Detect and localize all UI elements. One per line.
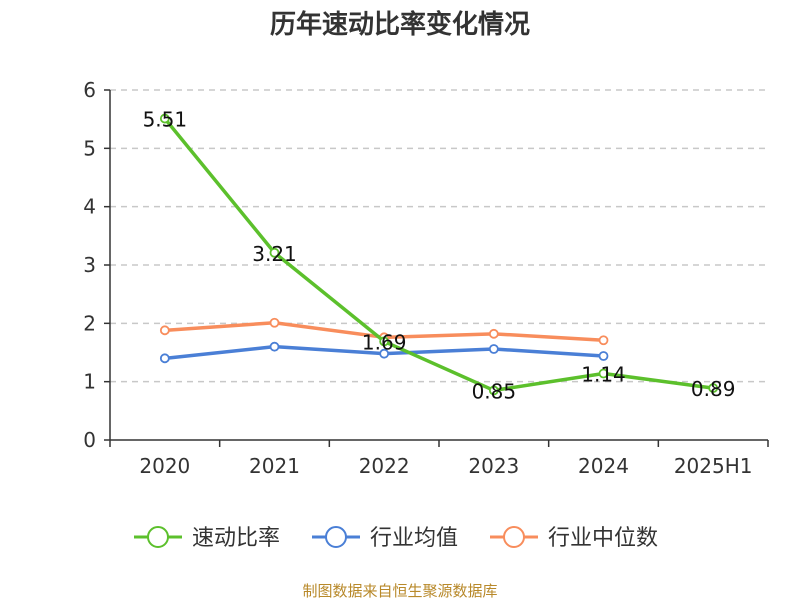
data-point[interactable] xyxy=(598,368,609,379)
data-point[interactable] xyxy=(159,113,170,124)
data-label: 5.51 xyxy=(143,108,188,132)
y-tick-label: 1 xyxy=(83,370,96,394)
data-label: 1.14 xyxy=(581,363,626,387)
data-point[interactable] xyxy=(488,344,499,354)
y-tick-label: 6 xyxy=(83,78,96,102)
x-tick-label: 2022 xyxy=(359,454,410,478)
data-point[interactable] xyxy=(488,385,499,396)
source-note: 制图数据来自恒生聚源数据库 xyxy=(302,582,497,600)
data-labels: 5.51 3.21 1.69 0.85 1.14 0.89 xyxy=(143,108,736,404)
data-point[interactable] xyxy=(269,341,280,352)
x-tick-label: 2024 xyxy=(578,454,629,478)
legend-item-1[interactable]: 行业均值 xyxy=(312,526,458,551)
y-tick-label: 0 xyxy=(83,428,96,452)
legend-label: 行业均值 xyxy=(370,526,458,551)
series-layer xyxy=(159,113,719,396)
chart-title: 历年速动比率变化情况 xyxy=(270,9,530,40)
data-label: 1.69 xyxy=(362,330,407,354)
data-point[interactable] xyxy=(708,383,719,393)
data-point[interactable] xyxy=(159,353,170,364)
data-point[interactable] xyxy=(598,351,609,361)
y-tick-label: 3 xyxy=(83,253,96,277)
grid xyxy=(110,89,768,383)
data-point[interactable] xyxy=(488,328,499,339)
series-line-0 xyxy=(163,116,715,393)
x-tick-label: 2025H1 xyxy=(674,454,753,478)
data-point[interactable] xyxy=(379,348,390,359)
data-point[interactable] xyxy=(598,335,609,346)
data-point[interactable] xyxy=(269,317,280,328)
y-tick-label: 5 xyxy=(83,136,96,160)
data-label: 3.21 xyxy=(252,242,297,266)
data-point[interactable] xyxy=(379,336,390,347)
legend-label: 速动比率 xyxy=(192,526,280,551)
y-tick-label: 2 xyxy=(83,311,96,335)
y-tick-label: 4 xyxy=(83,195,96,219)
x-tick-label: 2020 xyxy=(139,454,190,478)
legend-label: 行业中位数 xyxy=(548,526,658,551)
data-point[interactable] xyxy=(159,325,170,336)
data-label: 0.89 xyxy=(691,377,736,401)
legend-item-0[interactable]: 速动比率 xyxy=(134,526,280,551)
legend[interactable]: 速动比率 行业均值 行业中位数 xyxy=(134,526,658,551)
data-label: 0.85 xyxy=(472,379,517,403)
legend-marker xyxy=(325,526,347,548)
legend-item-2[interactable]: 行业中位数 xyxy=(490,526,658,551)
axes: 0 1 2 3 4 5 6 2020 2021 2022 2023 2024 2025H1 xyxy=(83,78,769,478)
x-tick-label: 2021 xyxy=(249,454,300,478)
data-point[interactable] xyxy=(269,247,280,258)
legend-marker xyxy=(147,526,169,548)
legend-marker xyxy=(503,526,525,548)
x-tick-label: 2023 xyxy=(468,454,519,478)
